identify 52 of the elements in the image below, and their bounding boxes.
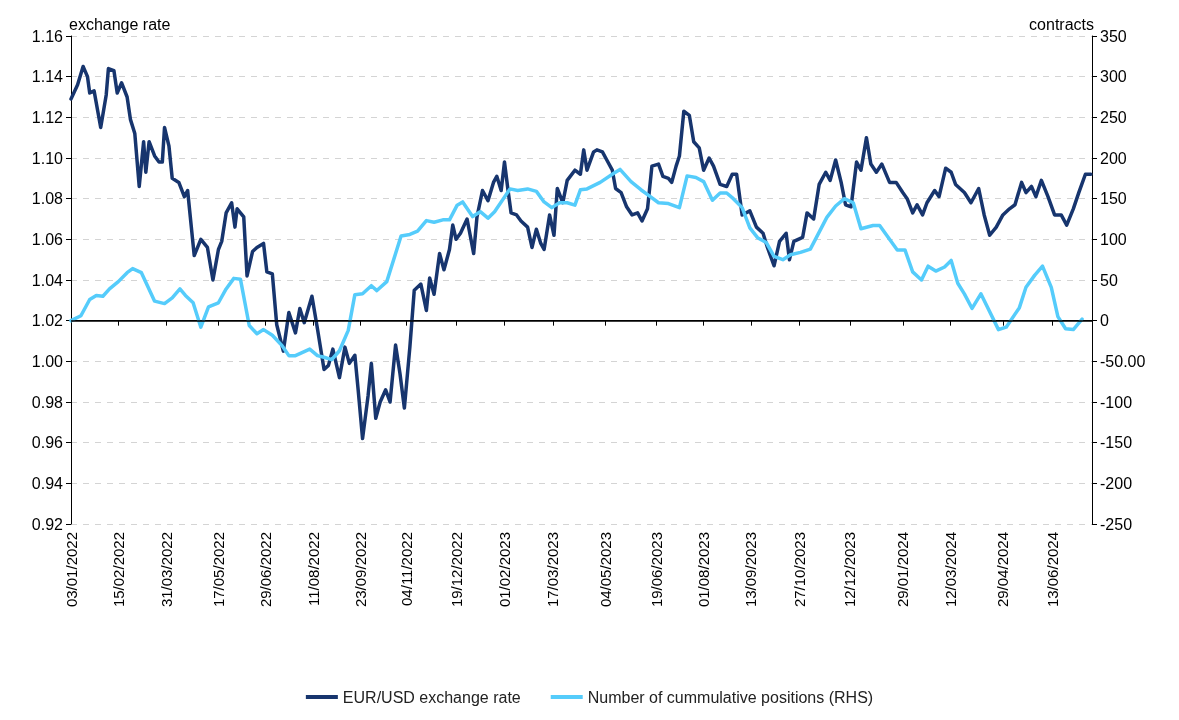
- x-tick-label: 04/05/2023: [597, 532, 615, 608]
- y-tick-label: 1.08: [31, 190, 64, 208]
- y2-tick-label: 50: [1100, 271, 1118, 289]
- y-tick-label: 0.96: [31, 434, 64, 452]
- x-tick-label: 01/02/2023: [495, 532, 513, 608]
- y-tick-label: 1.10: [31, 149, 64, 167]
- x-tick-label: 29/01/2024: [894, 532, 912, 608]
- y-tick-label: 0.94: [31, 474, 64, 492]
- y-tick-label: 0.98: [31, 393, 64, 411]
- x-tick-label: 23/09/2022: [351, 532, 369, 608]
- x-tick-label: 19/06/2023: [647, 532, 665, 608]
- y-tick-label: 1.16: [31, 27, 64, 45]
- x-tick-label: 03/01/2022: [62, 532, 80, 608]
- x-tick-label: 13/09/2023: [742, 532, 760, 608]
- y-tick-label: 1.04: [31, 271, 64, 289]
- x-tick-label: 27/10/2023: [790, 532, 808, 608]
- y2-tick-label: 100: [1100, 230, 1127, 248]
- x-tick-label: 29/06/2022: [257, 532, 275, 608]
- x-tick-label: 13/06/2024: [1043, 532, 1061, 608]
- x-tick-label: 17/05/2022: [209, 532, 227, 608]
- x-tick-label: 11/08/2022: [304, 532, 322, 606]
- y-axis-title: exchange rate: [69, 15, 171, 33]
- x-tick-label: 19/12/2022: [447, 532, 465, 608]
- x-tick-label: 12/03/2024: [941, 532, 959, 608]
- y2-tick-label: -250: [1100, 515, 1133, 533]
- y2-tick-label: -50.00: [1100, 352, 1146, 370]
- y2-tick-label: 250: [1100, 108, 1127, 126]
- y2-tick-label: -200: [1100, 474, 1133, 492]
- y-tick-label: 1.06: [31, 230, 64, 248]
- x-tick-label: 01/08/2023: [695, 532, 713, 608]
- y2-axis-title: contracts: [1029, 15, 1094, 33]
- x-tick-label: 04/11/2022: [398, 532, 416, 606]
- y2-tick-label: -150: [1100, 434, 1133, 452]
- y-tick-label: 1.00: [31, 352, 64, 370]
- x-tick-label: 17/03/2023: [544, 532, 562, 608]
- y2-tick-label: 200: [1100, 149, 1127, 167]
- y-tick-label: 0.92: [31, 515, 64, 533]
- legend-label: Number of cummulative positions (RHS): [587, 688, 874, 706]
- legend-label: EUR/USD exchange rate: [342, 688, 521, 706]
- y2-tick-label: -100: [1100, 393, 1133, 411]
- y2-tick-label: 0: [1100, 312, 1109, 330]
- y2-tick-label: 300: [1100, 68, 1127, 86]
- y2-tick-label: 350: [1100, 27, 1127, 45]
- y-tick-label: 1.14: [31, 68, 64, 86]
- y2-tick-label: 150: [1100, 190, 1127, 208]
- x-tick-label: 29/04/2024: [994, 532, 1012, 608]
- y-tick-label: 1.02: [31, 312, 64, 330]
- x-tick-label: 31/03/2022: [158, 532, 176, 608]
- y-tick-label: 1.12: [31, 108, 64, 126]
- line-series: [69, 167, 1084, 362]
- x-tick-label: 15/02/2022: [109, 532, 127, 608]
- x-tick-label: 12/12/2023: [841, 532, 859, 608]
